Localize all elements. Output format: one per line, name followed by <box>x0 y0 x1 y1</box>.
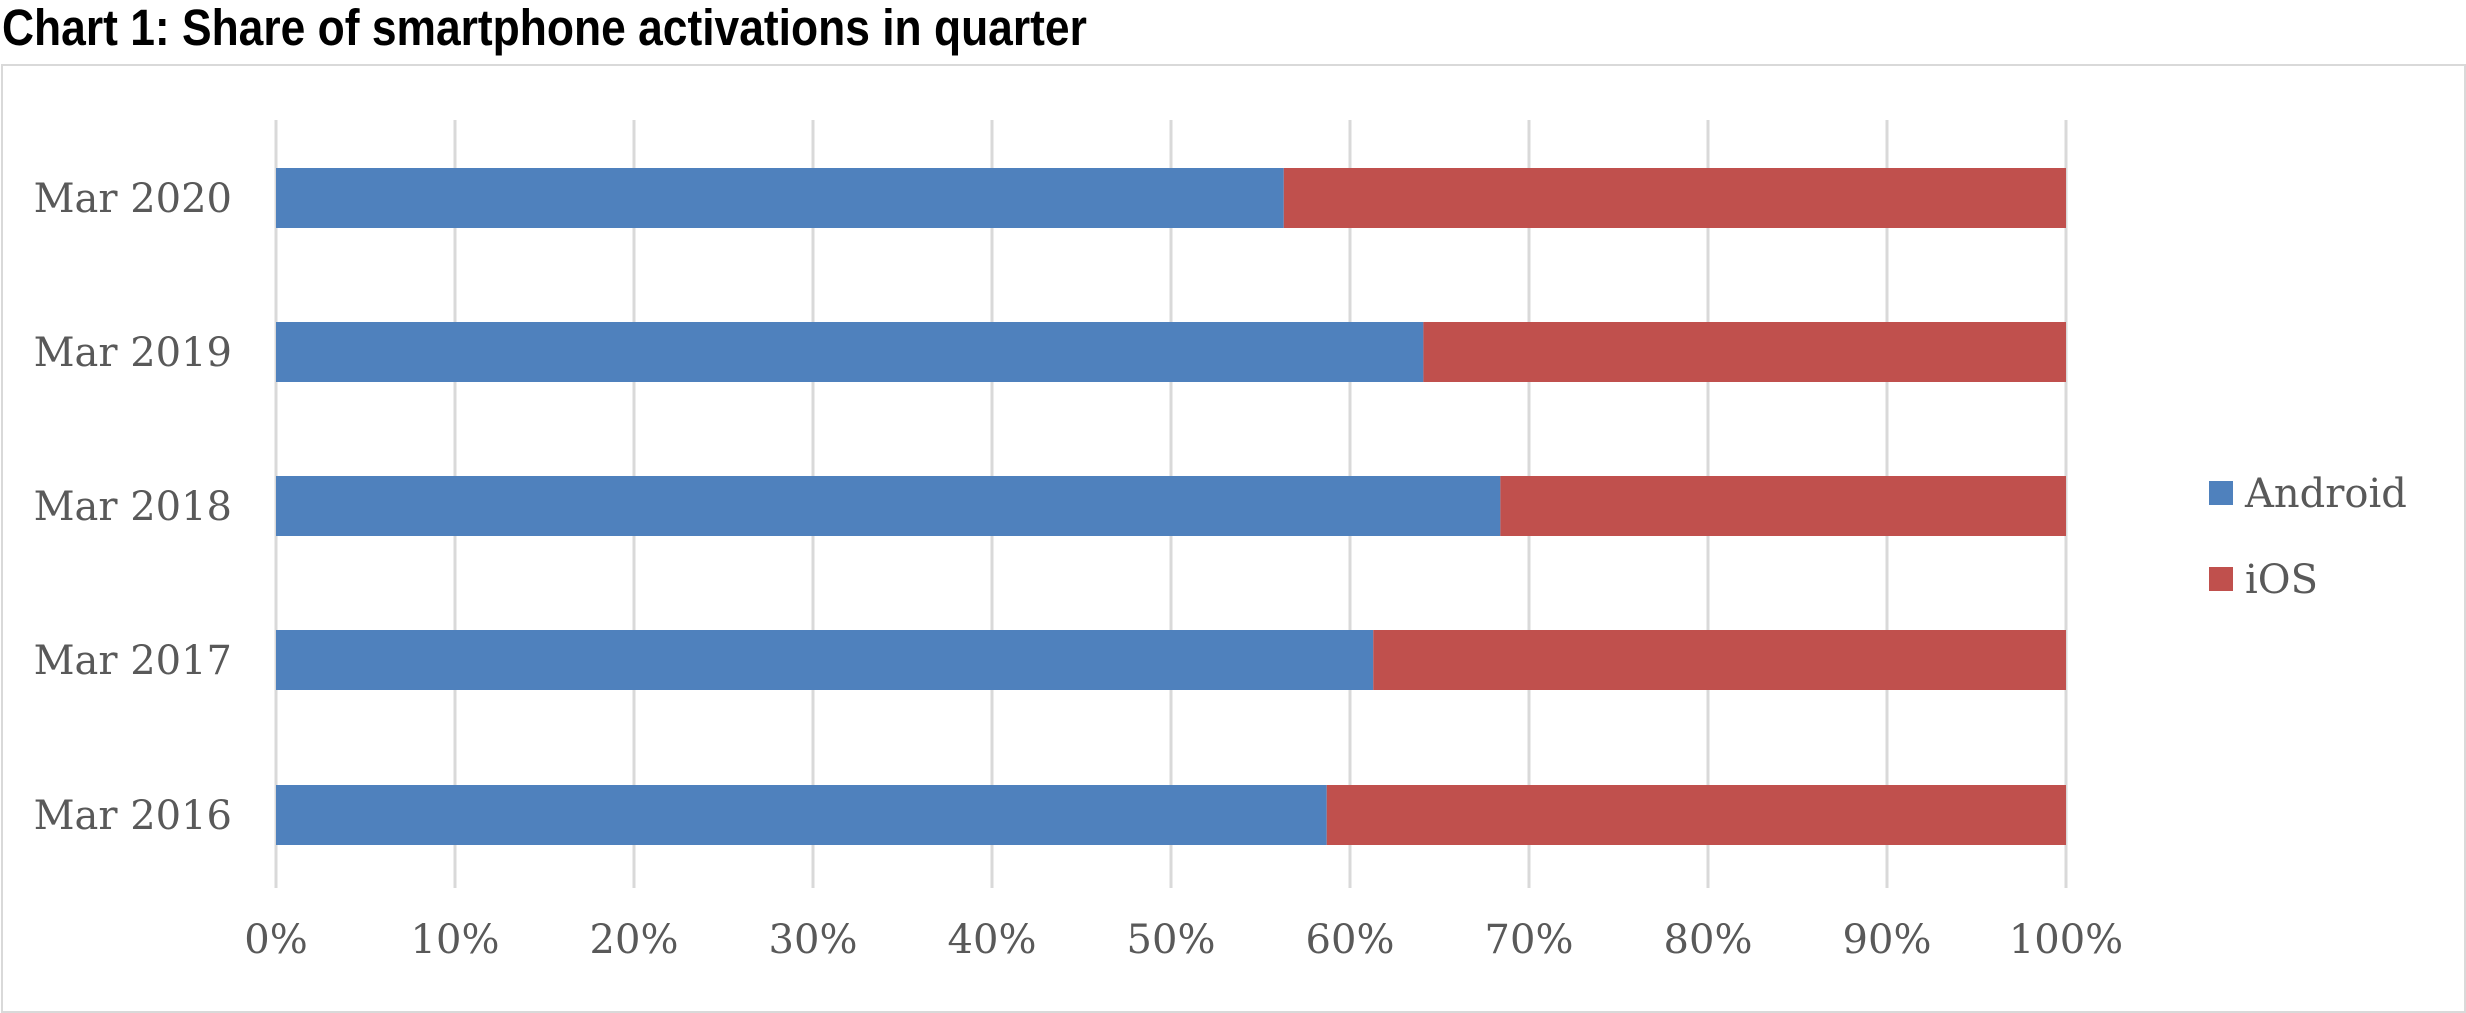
bar-ios-mar-2016 <box>1326 785 2066 845</box>
bar-android-mar-2020 <box>276 168 1284 228</box>
bar-ios-mar-2017 <box>1373 630 2066 690</box>
bars <box>276 168 2066 845</box>
x-tick-label: 20% <box>590 917 679 963</box>
x-tick-label: 30% <box>769 917 858 963</box>
x-tick-label: 90% <box>1843 917 1932 963</box>
x-tick-label: 0% <box>244 917 307 963</box>
y-tick-label: Mar 2017 <box>34 638 232 684</box>
y-tick-label: Mar 2019 <box>34 330 232 376</box>
legend-swatch-ios <box>2209 567 2233 591</box>
chart-title: Chart 1: Share of smartphone activations… <box>2 0 1087 56</box>
bar-ios-mar-2020 <box>1283 168 2066 228</box>
y-tick-label: Mar 2016 <box>34 793 232 839</box>
legend-swatch-android <box>2209 481 2233 505</box>
x-tick-label: 60% <box>1306 917 1395 963</box>
bar-android-mar-2018 <box>276 476 1501 536</box>
bar-android-mar-2017 <box>276 630 1374 690</box>
y-tick-label: Mar 2018 <box>34 484 232 530</box>
legend-label-ios: iOS <box>2245 557 2318 603</box>
legend: Android iOS <box>2209 471 2407 603</box>
bar-ios-mar-2018 <box>1500 476 2066 536</box>
x-tick-label: 80% <box>1664 917 1753 963</box>
y-tick-label: Mar 2020 <box>34 176 232 222</box>
bar-ios-mar-2019 <box>1423 322 2066 382</box>
x-tick-label: 70% <box>1485 917 1574 963</box>
bar-android-mar-2016 <box>276 785 1327 845</box>
x-tick-label: 10% <box>411 917 500 963</box>
bar-android-mar-2019 <box>276 322 1424 382</box>
x-tick-label: 100% <box>2009 917 2123 963</box>
legend-label-android: Android <box>2244 471 2407 517</box>
x-tick-label: 40% <box>948 917 1037 963</box>
x-tick-label: 50% <box>1127 917 1216 963</box>
y-axis-labels: Mar 2016 Mar 2017 Mar 2018 Mar 2019 Mar 2020 <box>34 176 232 839</box>
x-axis-labels: 0% 10% 20% 30% 40% 50% 60% 70% 80% 90% 100% <box>244 917 2123 963</box>
